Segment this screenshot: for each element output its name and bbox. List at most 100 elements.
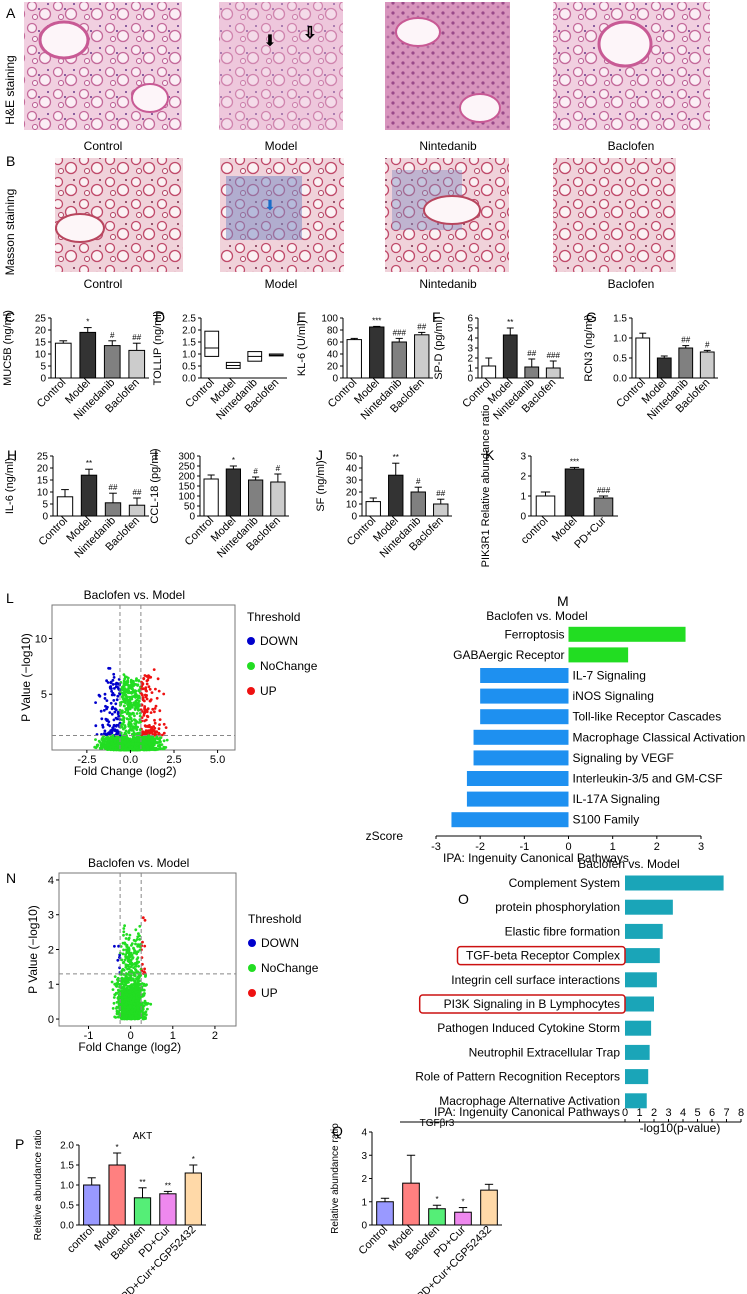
ylabel-i: CCL-18 (pg/ml): [149, 448, 161, 523]
ipa-o-bar: [625, 1020, 652, 1036]
volcano-point-nochange: [148, 742, 152, 746]
volcano-point-nochange: [134, 739, 138, 743]
volcano-point-nochange: [123, 677, 127, 681]
bar-j: [388, 474, 404, 517]
volcano-point-nochange: [132, 996, 136, 999]
ytick-label-j: 30: [346, 476, 358, 487]
ytick-label-j: 40: [346, 464, 358, 475]
ytick-label-k: 3: [520, 452, 526, 463]
ytick-label-l: 10: [35, 633, 47, 645]
volcano-point-nochange: [133, 714, 136, 718]
ytick-label-n: 2: [48, 945, 54, 957]
volcano-point-nochange: [137, 943, 141, 947]
volcano-point-nochange: [165, 738, 169, 742]
volcano-point-nochange: [122, 691, 126, 694]
volcano-point-up: [143, 719, 146, 723]
ylabel-d: TOLLIP (ng/ml): [152, 311, 164, 386]
sig-mark-h: ##: [109, 483, 118, 492]
ytick-label-e: 20: [327, 362, 339, 373]
volcano-point-nochange: [149, 1002, 153, 1006]
bar-c: [103, 345, 121, 379]
ylabel-p: Relative abundance ratio: [33, 1129, 44, 1240]
volcano-point-down: [112, 718, 116, 722]
he-caption-baclofen: Baclofen: [608, 139, 655, 153]
volcano-point-nochange: [120, 722, 124, 726]
volcano-point-nochange: [137, 679, 141, 683]
volcano-point-nochange: [122, 1015, 126, 1019]
ipa-m-bar: [466, 791, 569, 807]
volcano-point-nochange: [131, 743, 135, 746]
ytick-label-j: 10: [346, 500, 358, 511]
masson-caption-nintedanib: Nintedanib: [419, 277, 477, 291]
volcano-point-down: [112, 728, 116, 732]
volcano-point-nochange: [124, 965, 128, 969]
bar-c: [128, 349, 146, 379]
xtick-label-n: 2: [212, 1030, 218, 1042]
sig-mark-c: ##: [132, 333, 141, 342]
sig-mark-g: ##: [681, 336, 690, 345]
volcano-point-nochange: [136, 736, 140, 740]
sig-mark-f: ##: [527, 349, 536, 358]
sig-mark-q: *: [461, 1198, 464, 1207]
volcano-point-nochange: [123, 958, 127, 962]
volcano-point-nochange: [144, 974, 148, 977]
volcano-point-nochange: [136, 1006, 140, 1009]
ipa-o-tick-label: 4: [680, 1107, 686, 1119]
volcano-point-down: [113, 944, 116, 948]
volcano-point-nochange: [126, 695, 129, 699]
he-image-nintedanib: [385, 2, 510, 130]
volcano-point-nochange: [124, 1002, 128, 1006]
volcano-point-down: [113, 687, 116, 690]
volcano-point-nochange: [126, 985, 129, 988]
volcano-point-nochange: [120, 958, 124, 962]
volcano-point-nochange: [98, 741, 102, 744]
volcano-point-nochange: [123, 995, 127, 999]
volcano-point-nochange: [113, 1015, 117, 1019]
bar-f: [545, 367, 561, 379]
volcano-point-up: [153, 721, 157, 725]
volcano-point-nochange: [142, 984, 146, 987]
sig-mark-c: #: [110, 331, 115, 340]
volcano-point-nochange: [141, 1005, 145, 1008]
volcano-point-nochange: [149, 745, 153, 749]
volcano-point-nochange: [135, 712, 139, 715]
ytick-label-n: 1: [48, 979, 54, 991]
volcano-point-nochange: [127, 960, 131, 963]
xtick-label-n: 0: [128, 1030, 134, 1042]
legend-swatch-nochange: [248, 964, 256, 972]
ipa-o-label: Pathogen Induced Cytokine Storm: [437, 1021, 620, 1035]
volcano-point-nochange: [123, 704, 126, 708]
volcano-point-nochange: [125, 945, 129, 948]
panel-letter-j: J: [316, 447, 323, 463]
panel-letter-m: M: [557, 593, 569, 609]
ipa-o-title: Baclofen vs. Model: [578, 857, 679, 871]
volcano-point-nochange: [123, 687, 127, 690]
bar-g: [678, 347, 694, 379]
masson-images: ⬇: [55, 158, 676, 272]
ytick-label-p: 1.0: [60, 1181, 74, 1192]
volcano-point-nochange: [143, 999, 147, 1003]
ytick-label-f: 5: [467, 324, 473, 335]
volcano-point-up: [145, 682, 149, 686]
plot-frame-n: [58, 872, 237, 1027]
bar-p: [184, 1172, 202, 1226]
ylabel-n: P Value (−log10): [26, 905, 40, 994]
volcano-point-up: [151, 730, 154, 733]
bar-f: [481, 365, 497, 379]
ipa-m-bar: [473, 729, 569, 745]
volcano-point-nochange: [133, 722, 137, 725]
volcano-point-nochange: [130, 722, 133, 726]
volcano-point-up: [141, 682, 145, 686]
ytick-label-n: 0: [48, 1014, 54, 1026]
volcano-point-nochange: [99, 746, 103, 750]
ytick-label-h: 5: [42, 500, 48, 511]
ipa-o-label: Macrophage Alternative Activation: [439, 1094, 620, 1108]
xtick-label-l: 2.5: [166, 754, 181, 766]
volcano-point-up: [144, 729, 148, 733]
volcano-point-down: [110, 693, 114, 697]
volcano-point-up: [145, 679, 149, 683]
volcano-point-nochange: [126, 987, 129, 991]
ipa-o-tick-label: 7: [723, 1107, 729, 1119]
volcano-point-nochange: [113, 739, 117, 743]
ipa-m-label: Interleukin-3/5 and GM-CSF: [573, 772, 723, 786]
